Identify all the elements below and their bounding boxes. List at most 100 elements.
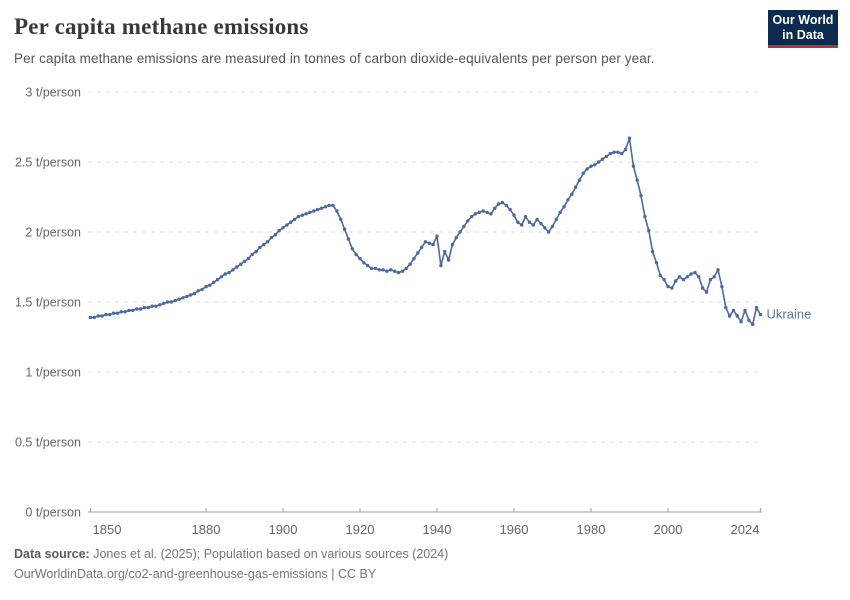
data-point[interactable] [616,150,620,154]
data-point[interactable] [219,275,224,279]
data-point[interactable] [570,192,574,196]
data-point[interactable] [758,312,763,317]
data-point[interactable] [500,200,505,205]
data-point[interactable] [473,212,478,216]
data-point[interactable] [643,214,647,219]
data-point[interactable] [450,242,455,247]
data-point[interactable] [269,235,274,240]
data-point[interactable] [623,147,628,152]
data-point[interactable] [708,277,713,282]
data-point[interactable] [597,160,601,164]
data-point[interactable] [331,203,335,208]
data-point[interactable] [716,268,720,272]
data-point[interactable] [131,308,135,313]
data-point[interactable] [185,294,189,299]
data-point[interactable] [296,214,301,219]
data-point[interactable] [427,241,431,245]
data-point[interactable] [100,314,104,318]
data-point[interactable] [600,157,605,161]
data-point[interactable] [485,210,489,215]
data-point[interactable] [335,209,339,213]
data-point[interactable] [581,171,585,175]
data-point[interactable] [265,240,270,244]
data-point[interactable] [674,279,678,283]
data-point[interactable] [308,210,312,215]
data-point[interactable] [735,314,739,318]
data-point[interactable] [250,252,254,257]
data-point[interactable] [304,212,308,216]
data-point[interactable] [346,237,351,241]
data-point[interactable] [208,283,212,287]
data-point[interactable] [443,249,447,254]
data-point[interactable] [458,230,462,234]
data-point[interactable] [670,286,674,290]
data-point[interactable] [704,290,709,294]
data-point[interactable] [385,269,389,273]
data-point[interactable] [481,209,485,213]
data-point[interactable] [604,154,609,159]
data-point[interactable] [573,185,578,189]
data-point[interactable] [662,277,666,282]
data-point[interactable] [242,259,247,264]
data-point[interactable] [92,315,97,320]
data-point[interactable] [339,217,343,222]
data-point[interactable] [158,303,162,307]
data-point[interactable] [231,268,235,272]
data-point[interactable] [677,275,682,279]
data-point[interactable] [585,167,589,171]
data-point[interactable] [315,207,320,212]
data-point[interactable] [466,219,470,223]
data-point[interactable] [412,256,416,261]
data-point[interactable] [404,266,408,271]
data-point[interactable] [416,251,420,255]
data-point[interactable] [227,270,231,275]
data-point[interactable] [543,226,547,230]
data-point[interactable] [577,178,582,182]
data-point[interactable] [593,163,597,167]
data-point[interactable] [554,217,558,222]
data-point[interactable] [408,262,412,266]
data-point[interactable] [154,304,158,308]
data-point[interactable] [173,298,177,303]
data-point[interactable] [469,214,474,219]
data-point[interactable] [327,203,331,208]
data-point[interactable] [162,301,166,306]
data-point[interactable] [135,307,139,311]
data-point[interactable] [562,205,566,209]
data-point[interactable] [215,277,220,282]
data-point[interactable] [685,275,689,279]
data-point[interactable] [258,245,262,250]
data-point[interactable] [396,270,401,275]
data-point[interactable] [731,308,736,313]
data-point[interactable] [196,289,200,293]
data-point[interactable] [235,265,239,269]
data-point[interactable] [111,311,116,315]
data-point[interactable] [115,311,120,315]
data-point[interactable] [566,198,570,202]
data-point[interactable] [312,209,316,213]
data-point[interactable] [546,230,551,234]
data-point[interactable] [223,272,227,276]
data-point[interactable] [712,275,716,279]
data-point[interactable] [254,249,258,254]
data-point[interactable] [400,269,405,273]
data-point[interactable] [212,280,216,285]
data-point[interactable] [285,223,289,227]
data-point[interactable] [658,273,662,278]
data-point[interactable] [462,224,466,229]
data-point[interactable] [512,213,516,217]
data-point[interactable] [350,247,354,251]
data-point[interactable] [146,305,150,310]
data-point[interactable] [720,284,724,289]
data-point[interactable] [666,284,670,289]
data-point[interactable] [477,210,481,215]
data-point[interactable] [620,151,624,156]
data-point[interactable] [535,217,539,222]
data-point[interactable] [188,293,193,297]
data-point[interactable] [647,228,651,233]
data-point[interactable] [489,212,493,216]
data-point[interactable] [724,305,728,310]
data-point[interactable] [700,286,705,290]
data-point[interactable] [727,314,732,318]
data-point[interactable] [739,319,743,324]
